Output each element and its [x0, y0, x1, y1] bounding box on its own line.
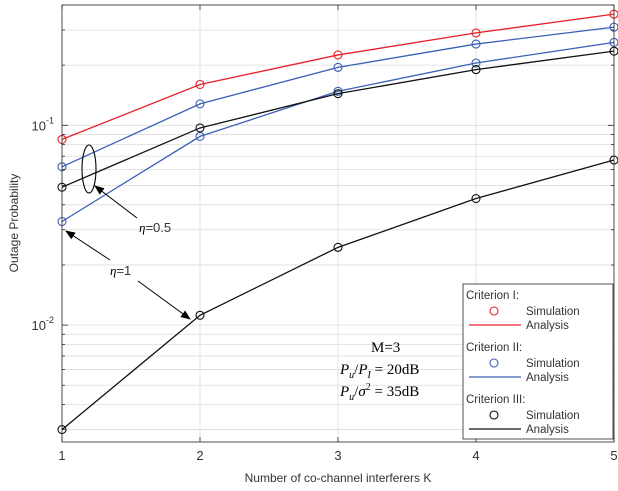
series-criterion-ii-eta-0-5-marker — [195, 99, 205, 109]
series-criterion-ii-eta-0-5-marker — [333, 62, 343, 72]
y-tick-label: 10-2 — [32, 315, 54, 333]
series-criterion-iii-eta-0-5-marker — [195, 123, 205, 133]
series-criterion-ii-eta-1-marker — [471, 58, 481, 68]
series-criterion-iii-eta-0-5-marker — [333, 89, 343, 99]
legend-marker — [489, 410, 499, 420]
series-layer — [57, 9, 618, 435]
eta-annotations: η=0.5 η=1 — [65, 144, 191, 320]
x-tick-label: 3 — [334, 448, 341, 463]
legend-title: Criterion II: — [466, 342, 522, 354]
x-tick-label: 2 — [196, 448, 203, 463]
legend: Criterion I:SimulationAnalysisCriterion … — [462, 283, 614, 440]
parameter-annotation: M=3 Pu/PI = 20dB Pu/σ2 = 35dB — [339, 340, 419, 403]
x-tick-label: 5 — [610, 448, 617, 463]
series-criterion-iii-eta-1-marker — [195, 310, 205, 320]
eta-one-arrow-upper — [65, 230, 111, 261]
legend-box — [462, 283, 614, 440]
series-criterion-i-eta-0-5-marker — [471, 28, 481, 38]
series-criterion-iii-eta-1-marker — [471, 193, 481, 204]
legend-marker — [489, 358, 499, 368]
eta-one-arrow-lower — [137, 280, 191, 320]
series-criterion-iii-eta-0-5-marker — [471, 65, 481, 75]
legend-marker — [489, 306, 499, 316]
legend-analysis-label: Analysis — [526, 320, 569, 332]
series-criterion-ii-eta-1-line — [61, 41, 615, 223]
legend-simulation-label: Simulation — [526, 358, 580, 370]
x-tick-label: 4 — [472, 448, 479, 463]
y-tick-label: 10-1 — [32, 115, 54, 133]
series-criterion-iii-eta-1-line — [61, 159, 615, 431]
param-pu-sigma: Pu/σ2 = 35dB — [339, 382, 419, 403]
series-criterion-ii-eta-0-5-line — [61, 26, 615, 168]
series-criterion-i-eta-0-5-line — [61, 13, 615, 141]
axes-layer: 1 2 3 4 5 10-2 10-1 — [32, 4, 618, 463]
legend-simulation-label: Simulation — [526, 306, 580, 318]
x-axis-label: Number of co-channel interferers K — [245, 471, 432, 485]
param-pu-pi: Pu/PI = 20dB — [339, 362, 419, 381]
series-criterion-iii-eta-0-5-line — [61, 50, 615, 188]
eta-one-label: η=1 — [110, 263, 131, 278]
series-criterion-ii-eta-0-5-marker — [471, 39, 481, 49]
eta-half-arrow — [94, 185, 138, 219]
eta-half-label: η=0.5 — [139, 220, 171, 235]
series-criterion-i-eta-0-5-marker — [333, 50, 343, 60]
param-m: M=3 — [371, 340, 400, 356]
legend-analysis-label: Analysis — [526, 372, 569, 384]
x-tick-label: 1 — [58, 448, 65, 463]
legend-title: Criterion I: — [466, 290, 519, 302]
series-criterion-ii-eta-1-marker — [333, 86, 343, 96]
y-axis-label: Outage Probability — [7, 174, 21, 273]
group-ellipse — [81, 144, 97, 194]
series-criterion-i-eta-0-5-marker — [195, 79, 205, 90]
legend-title: Criterion III: — [466, 394, 525, 406]
series-criterion-iii-eta-1-marker — [333, 242, 343, 252]
legend-simulation-label: Simulation — [526, 410, 580, 422]
legend-analysis-label: Analysis — [526, 424, 569, 436]
